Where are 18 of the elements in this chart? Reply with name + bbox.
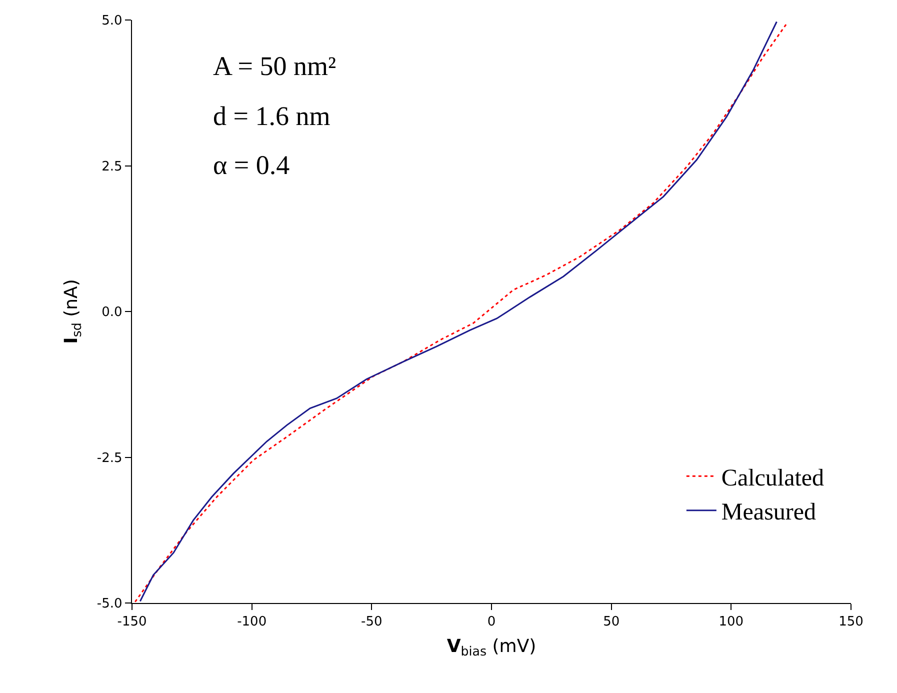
x-tick-label: 150 <box>838 614 864 630</box>
y-tick-label: 0.0 <box>102 305 122 320</box>
x-axis-title: V$_{bias}$ (mV) <box>446 636 536 659</box>
annotation: A = 50 nm² <box>213 51 336 81</box>
legend-label: Measured <box>721 500 816 526</box>
x-tick-label: 50 <box>603 614 620 630</box>
x-tick-label: -50 <box>361 614 382 630</box>
y-tick-label: -5.0 <box>96 596 122 612</box>
y-tick-label: 2.5 <box>102 159 122 174</box>
legend-label: Calculated <box>721 466 824 492</box>
y-tick-label: -2.5 <box>96 450 122 466</box>
x-tick-label: -100 <box>237 614 267 630</box>
y-tick-label: 5.0 <box>102 14 122 29</box>
x-tick-label: 100 <box>718 614 744 630</box>
x-tick-label: 0 <box>487 614 496 630</box>
x-tick-label: -150 <box>117 614 147 630</box>
annotation: d = 1.6 nm <box>213 101 330 131</box>
annotation: α = 0.4 <box>213 150 290 180</box>
